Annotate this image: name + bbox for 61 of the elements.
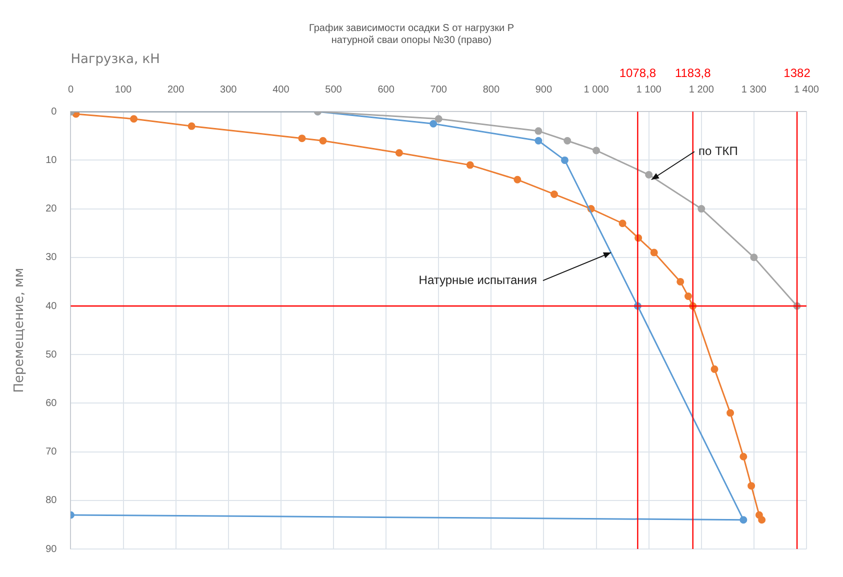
x-tick-label: 300 (220, 84, 238, 96)
point (434, 115, 442, 123)
point (748, 482, 756, 490)
y-tick-label: 70 (46, 446, 58, 458)
y-tick-label: 50 (46, 349, 58, 360)
chart-title: График зависимости осадки S от нагрузки P натурной сваи опоры №30 (право) (309, 22, 514, 46)
ref-line-label: 1183,8 (674, 66, 712, 80)
point (676, 278, 684, 286)
point (188, 122, 196, 130)
point (564, 137, 572, 145)
point (534, 137, 542, 145)
y-tick-label: 40 (46, 300, 58, 312)
point (645, 171, 653, 179)
ref-line-label: 1078,8 (619, 66, 656, 80)
x-tick-label: 1 400 (794, 84, 820, 96)
point (684, 292, 692, 300)
x-tick-label: 800 (482, 84, 500, 96)
ref-line-label: 1382 (784, 66, 811, 80)
x-tick-label: 1 000 (584, 84, 610, 96)
y-tick-label: 60 (46, 398, 58, 409)
point (750, 254, 758, 262)
x-tick-label: 500 (325, 84, 342, 96)
x-tick-label: 900 (535, 84, 552, 96)
point (650, 248, 658, 256)
point (560, 156, 568, 164)
x-tick-label: 1 200 (688, 84, 714, 96)
y-axis-title: Перемещение, мм (12, 268, 28, 393)
point (534, 127, 542, 135)
x-tick-label: 1 100 (636, 84, 662, 96)
y-tick-label: 30 (46, 252, 58, 264)
point (395, 149, 403, 157)
point (298, 134, 306, 142)
point (740, 452, 748, 460)
y-tick-label: 20 (46, 204, 58, 215)
point (319, 137, 327, 145)
x-axis-title: Нагрузка, кН (70, 52, 160, 68)
point (592, 146, 600, 154)
point (514, 176, 522, 184)
y-tick-label: 0 (51, 106, 58, 118)
y-tick-label: 10 (46, 154, 58, 166)
annotation: Натурные испытания (418, 272, 537, 287)
point (698, 205, 706, 213)
x-tick-label: 0 (68, 84, 74, 96)
point (726, 409, 734, 417)
x-tick-label: 1 300 (741, 84, 767, 96)
point (466, 161, 474, 169)
x-tick-label: 600 (378, 84, 395, 96)
point (550, 190, 558, 198)
x-tick-label: 200 (167, 84, 185, 96)
point (710, 365, 718, 373)
point (758, 516, 766, 524)
x-tick-label: 100 (114, 84, 132, 96)
x-tick-label: 700 (430, 84, 448, 96)
y-tick-label: 80 (46, 495, 58, 506)
x-tick-label: 400 (272, 84, 290, 96)
point (618, 220, 626, 228)
point (430, 120, 438, 128)
y-tick-label: 90 (46, 544, 58, 555)
point (130, 115, 138, 123)
annotation: по ТКП (698, 144, 738, 158)
point (740, 516, 748, 524)
